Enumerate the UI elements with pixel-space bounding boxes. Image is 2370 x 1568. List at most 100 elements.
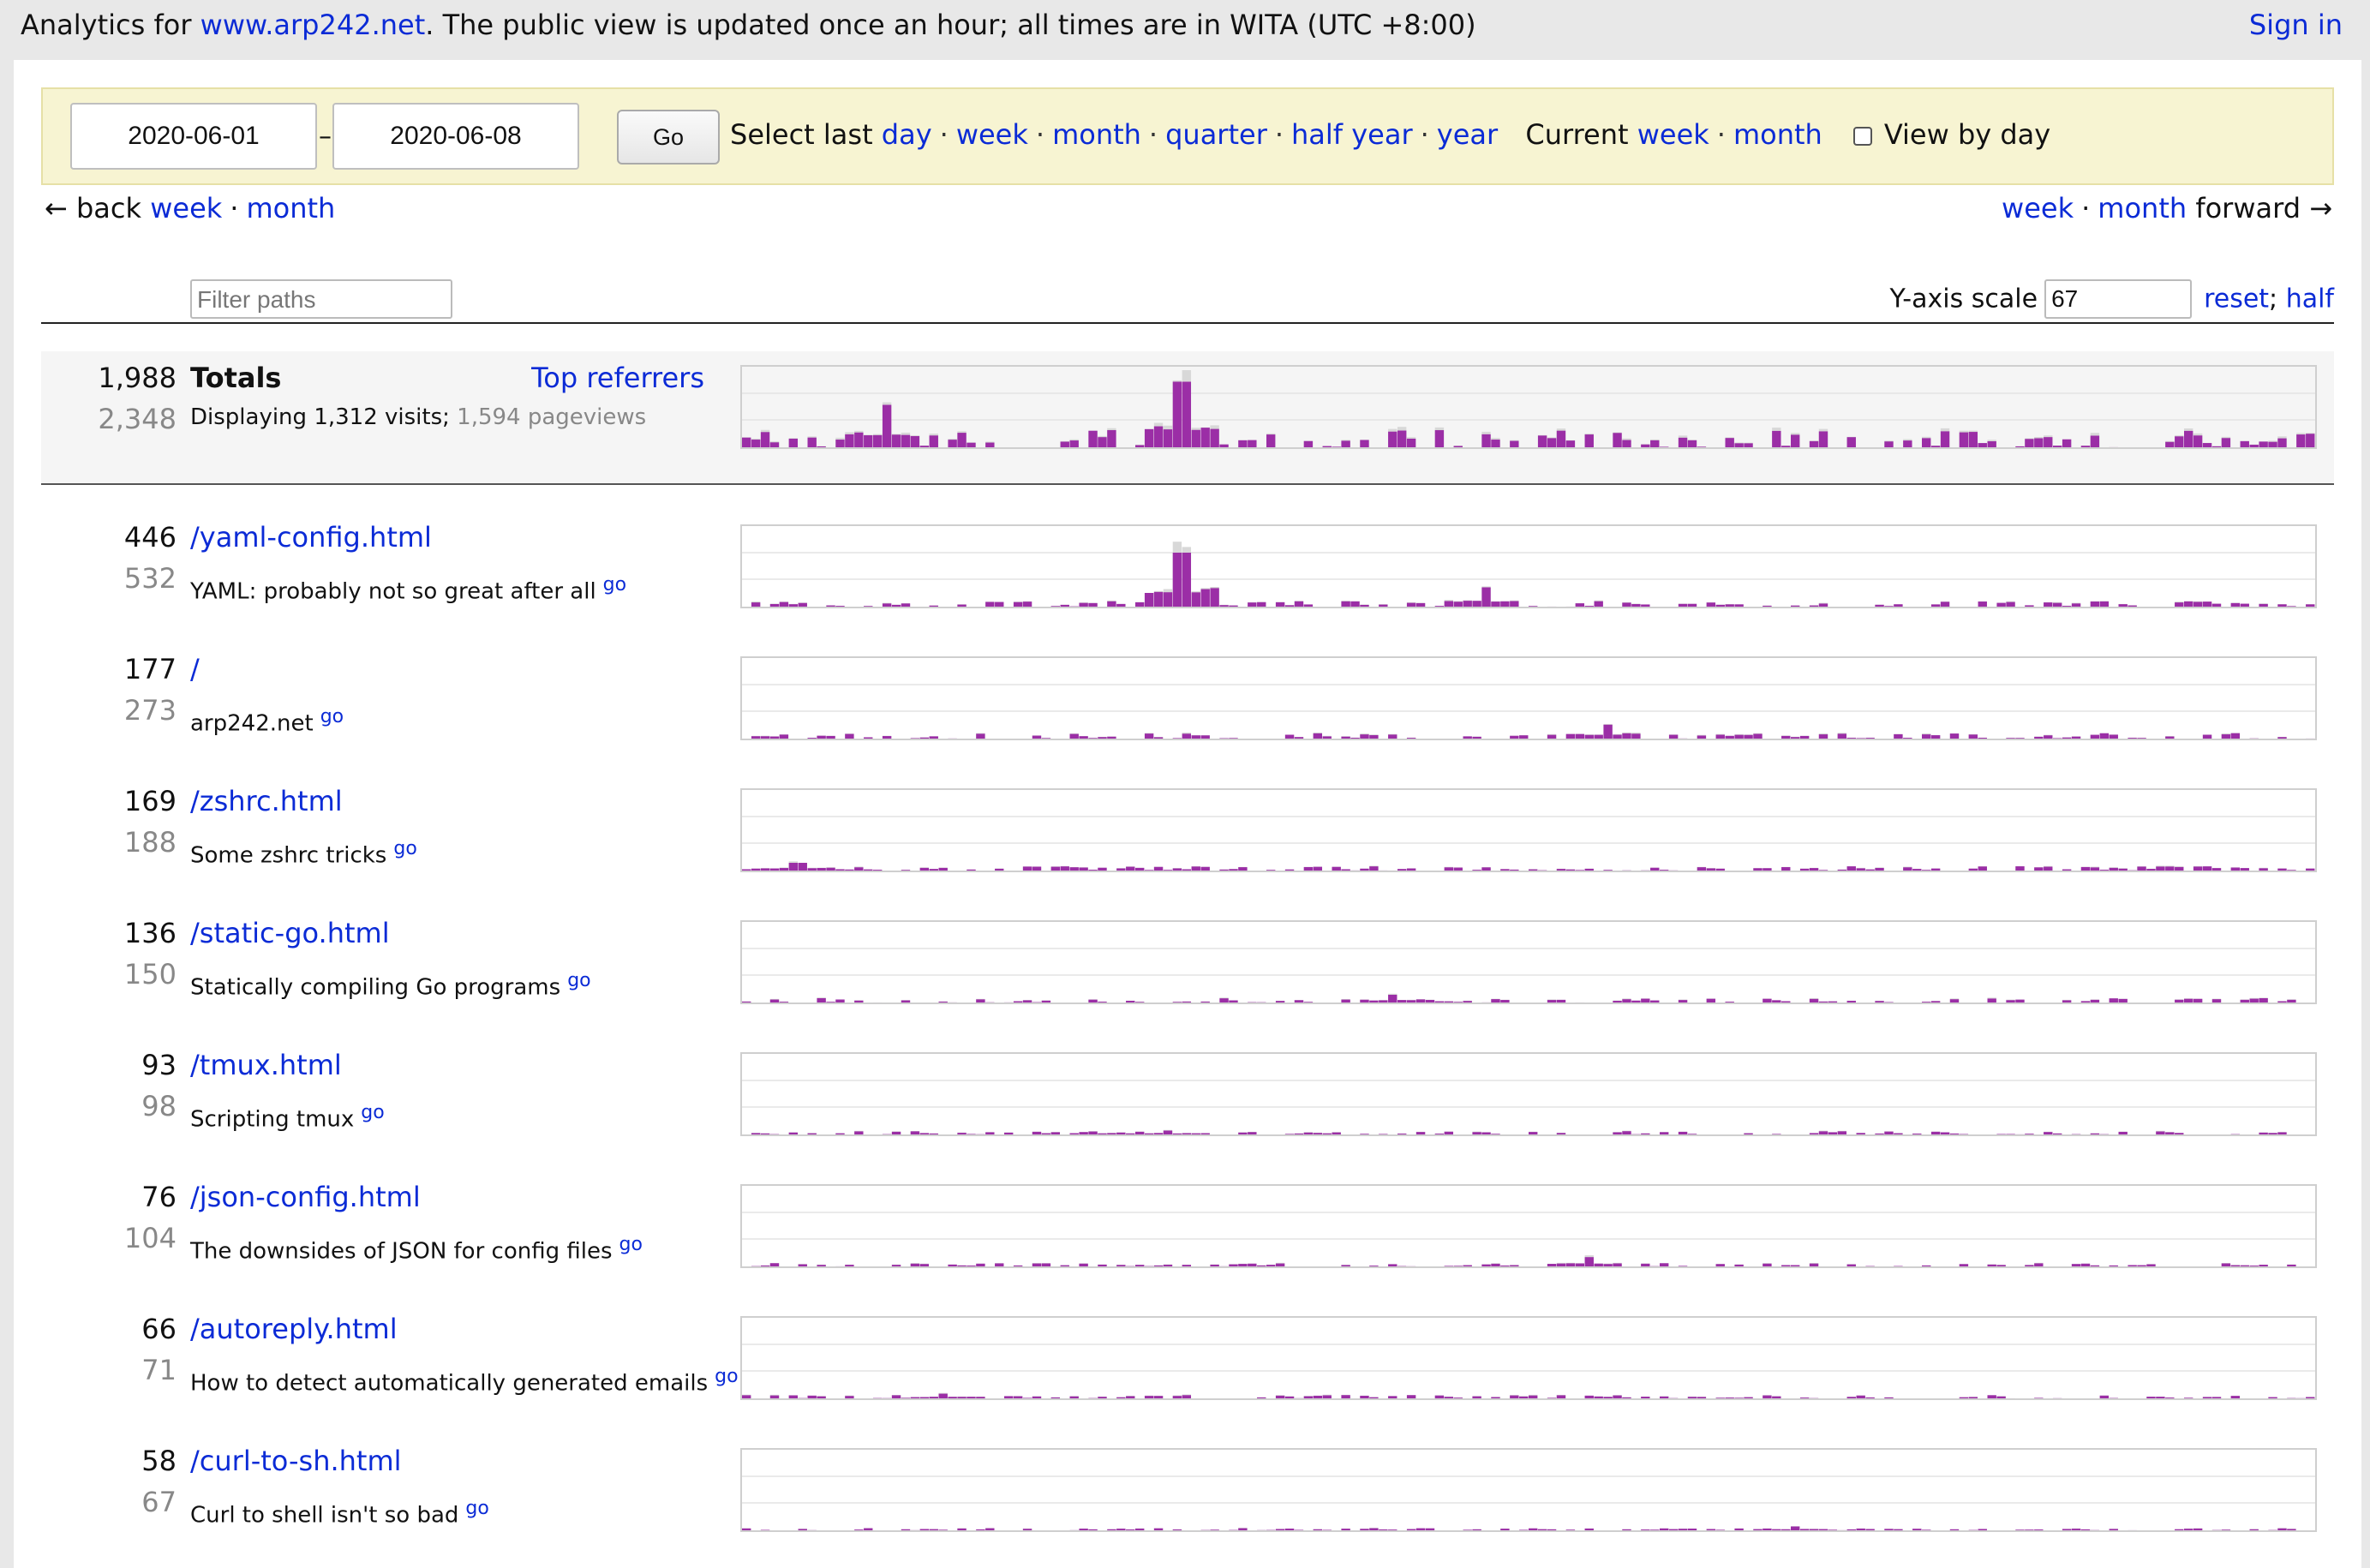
select-last-week-link[interactable]: week [956,118,1028,151]
page-go-link[interactable]: go [619,1234,643,1255]
go-button[interactable]: Go [617,110,720,165]
page-path-link[interactable]: /json-config.html [190,1181,421,1213]
page-go-link[interactable]: go [320,706,344,727]
sign-in-link[interactable]: Sign in [2249,9,2343,41]
current-week-link[interactable]: week [1637,118,1709,151]
page-chart[interactable] [740,788,2317,872]
end-date-input[interactable]: 2020-06-08 [332,103,579,170]
select-last-half-year-link[interactable]: half year [1291,118,1413,151]
visits-bar [985,443,994,447]
range-shortcuts: Select last day·week·month·quarter·half … [730,118,2050,151]
visits-bar [1669,1529,1678,1530]
visits-bar [1931,1001,1940,1002]
select-last-quarter-link[interactable]: quarter [1165,118,1267,151]
visits-bar [2277,1529,2286,1530]
sparkline-chart [742,526,2315,607]
page-path-link[interactable]: /yaml-config.html [190,521,432,554]
visits-bar [939,868,948,871]
visits-bar [1192,866,1200,871]
visits-bar [1716,1264,1725,1266]
back-month-link[interactable]: month [246,192,335,224]
select-last-year-link[interactable]: year [1437,118,1498,151]
visits-bar [911,1131,919,1134]
page-go-link[interactable]: go [567,970,590,991]
visits-bar [1173,382,1182,448]
visits-bar [2250,1529,2259,1530]
visits-bar [1744,1397,1752,1398]
page-chart[interactable] [740,920,2317,1004]
visits-bar [1978,866,1987,871]
visits-bar [1810,1133,1818,1134]
start-date-input[interactable]: 2020-06-01 [70,103,317,170]
visits-bar [1931,869,1940,871]
forward-month-link[interactable]: month [2098,192,2187,224]
visits-bar [1116,1529,1125,1530]
visits-bar [1650,1529,1659,1530]
site-link[interactable]: www.arp242.net [200,9,426,41]
visits-bar [1023,1397,1032,1398]
current-month-link[interactable]: month [1733,118,1822,151]
visits-bar [1576,734,1584,739]
select-last-day-link[interactable]: day [882,118,932,151]
page-go-link[interactable]: go [361,1102,384,1123]
visits-bar [1491,1397,1499,1398]
page-go-link[interactable]: go [465,1498,488,1519]
page-path-link[interactable]: / [190,653,200,685]
top-referrers-link[interactable]: Top referrers [531,362,704,394]
page-chart[interactable] [740,1184,2317,1268]
visits-bar [1613,1396,1621,1398]
visits-bar [2212,446,2221,447]
current-label: Current [1525,118,1628,151]
page-chart[interactable] [740,656,2317,740]
visits-bar [1650,1001,1659,1002]
page-chart[interactable] [740,524,2317,608]
page-path-link[interactable]: /autoreply.html [190,1313,398,1345]
totals-chart[interactable] [740,365,2317,449]
half-link[interactable]: half [2286,284,2334,314]
page-chart[interactable] [740,1448,2317,1532]
visits-bar [2091,1000,2099,1002]
reset-link[interactable]: reset [2204,284,2269,314]
visits-bar [780,868,788,871]
view-by-day-label[interactable]: View by day [1884,118,2050,151]
visits-bar [2062,1529,2071,1530]
view-by-day-checkbox[interactable] [1853,127,1872,146]
visits-bar [1622,1529,1631,1530]
visits-bar [1969,1397,1978,1398]
page-path-link[interactable]: /static-go.html [190,917,390,949]
page-go-link[interactable]: go [393,838,416,859]
visits-bar [1238,1264,1247,1266]
visits-bar [1622,733,1631,739]
visits-bar [1491,1264,1499,1266]
visits-bar [1726,438,1734,447]
back-week-link[interactable]: week [150,192,222,224]
page-go-link[interactable]: go [715,1366,738,1387]
forward-week-link[interactable]: week [2002,192,2074,224]
visits-bar [1828,1529,1837,1530]
page-pageviews: 98 [48,1090,177,1122]
visits-bar [2250,999,2259,1002]
visits-bar [1407,603,1415,607]
filter-paths-input[interactable]: Filter paths [190,279,452,319]
visits-bar [873,435,882,447]
y-axis-scale-input[interactable]: 67 [2044,279,2192,319]
visits-bar [2128,738,2136,739]
page-pageviews: 188 [48,826,177,859]
visits-bar [2165,866,2174,871]
date-separator: – [319,122,332,152]
page-path-link[interactable]: /zshrc.html [190,785,343,817]
visits-bar [1557,431,1565,447]
page-go-link[interactable]: go [603,574,626,595]
analytics-prefix: Analytics for [21,9,200,41]
select-last-month-link[interactable]: month [1052,118,1141,151]
visits-bar [770,1263,779,1266]
visits-bar [1116,604,1125,607]
page-chart[interactable] [740,1316,2317,1400]
visits-bar [1595,735,1603,739]
visits-bar [864,435,872,447]
page-chart[interactable] [740,1052,2317,1136]
page-path-link[interactable]: /curl-to-sh.html [190,1445,402,1477]
visits-bar [854,1529,863,1530]
visits-bar [1257,1397,1266,1398]
page-path-link[interactable]: /tmux.html [190,1049,342,1081]
